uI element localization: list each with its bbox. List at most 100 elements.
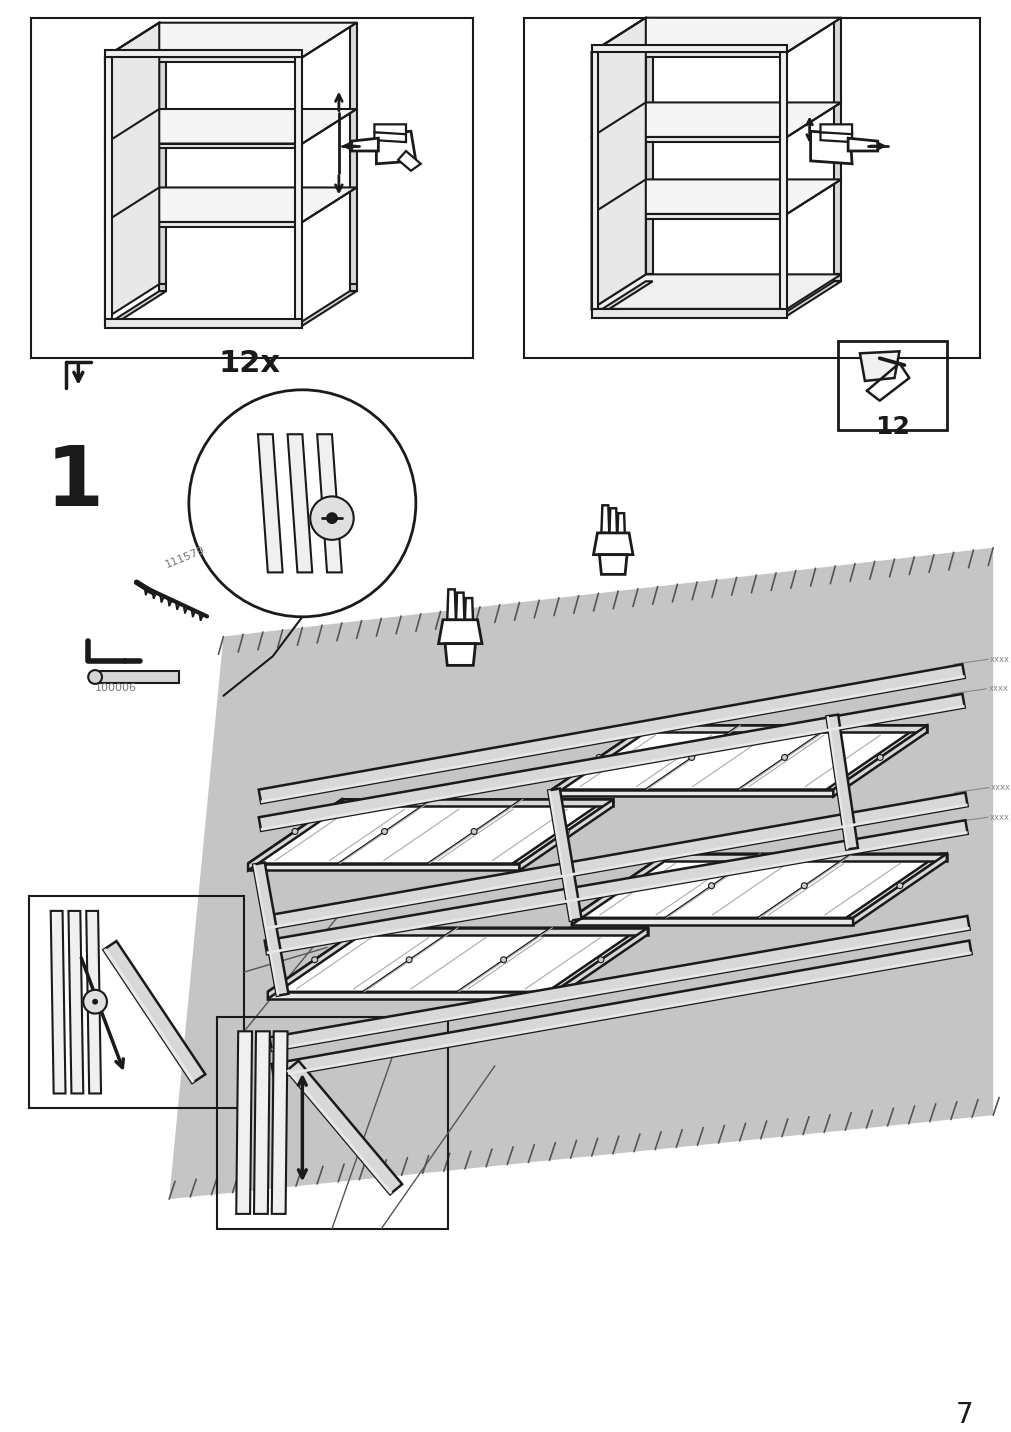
- Polygon shape: [592, 533, 632, 554]
- Polygon shape: [105, 23, 159, 319]
- Polygon shape: [248, 799, 342, 871]
- Polygon shape: [105, 57, 112, 325]
- Polygon shape: [826, 716, 847, 849]
- Polygon shape: [645, 17, 652, 275]
- Circle shape: [500, 957, 507, 962]
- Polygon shape: [105, 23, 356, 57]
- Circle shape: [471, 829, 476, 835]
- Polygon shape: [253, 862, 288, 995]
- Polygon shape: [105, 319, 302, 328]
- Circle shape: [292, 829, 297, 835]
- Bar: [29, 896, 244, 1108]
- Polygon shape: [272, 1031, 287, 1214]
- Text: xxxx: xxxx: [990, 783, 1010, 792]
- Polygon shape: [464, 599, 473, 629]
- Polygon shape: [820, 125, 851, 135]
- Polygon shape: [609, 508, 617, 538]
- Polygon shape: [350, 23, 356, 284]
- Text: xxxx: xxxx: [988, 684, 1007, 693]
- Circle shape: [615, 882, 621, 889]
- Polygon shape: [552, 726, 652, 789]
- Polygon shape: [261, 705, 963, 831]
- Polygon shape: [253, 863, 279, 995]
- Polygon shape: [445, 643, 475, 666]
- Polygon shape: [548, 790, 571, 921]
- Polygon shape: [591, 17, 840, 53]
- Polygon shape: [105, 50, 302, 57]
- Circle shape: [801, 882, 807, 889]
- Polygon shape: [826, 715, 857, 849]
- Polygon shape: [552, 789, 832, 796]
- Text: 12x: 12x: [218, 349, 280, 378]
- Polygon shape: [268, 992, 553, 998]
- Polygon shape: [236, 1031, 252, 1214]
- Polygon shape: [259, 695, 963, 831]
- Polygon shape: [105, 109, 356, 143]
- Circle shape: [311, 957, 317, 962]
- Polygon shape: [105, 291, 166, 325]
- Polygon shape: [376, 132, 416, 163]
- Polygon shape: [601, 505, 609, 533]
- Polygon shape: [268, 928, 368, 992]
- Polygon shape: [266, 803, 967, 929]
- Polygon shape: [397, 150, 421, 170]
- Polygon shape: [273, 951, 971, 1078]
- Text: 1: 1: [45, 442, 104, 523]
- Polygon shape: [553, 928, 647, 998]
- Bar: [216, 1017, 448, 1229]
- Circle shape: [310, 497, 353, 540]
- Polygon shape: [820, 132, 851, 142]
- Polygon shape: [645, 275, 652, 281]
- Polygon shape: [547, 928, 647, 992]
- Polygon shape: [591, 17, 645, 309]
- Polygon shape: [159, 284, 166, 291]
- Polygon shape: [95, 672, 179, 683]
- Polygon shape: [374, 132, 405, 142]
- Polygon shape: [265, 792, 967, 929]
- Polygon shape: [105, 57, 302, 62]
- Polygon shape: [438, 620, 481, 643]
- Polygon shape: [591, 137, 787, 142]
- Polygon shape: [845, 853, 946, 918]
- Circle shape: [563, 829, 569, 835]
- Bar: [524, 17, 980, 358]
- Polygon shape: [269, 916, 969, 1051]
- Polygon shape: [456, 593, 464, 626]
- Polygon shape: [103, 941, 205, 1083]
- Circle shape: [688, 755, 694, 760]
- Polygon shape: [591, 53, 787, 57]
- Polygon shape: [254, 1031, 270, 1214]
- Polygon shape: [847, 137, 877, 150]
- Polygon shape: [591, 46, 787, 53]
- Text: 12: 12: [875, 415, 909, 440]
- Polygon shape: [779, 281, 840, 316]
- Circle shape: [877, 755, 883, 760]
- Polygon shape: [374, 125, 405, 135]
- Polygon shape: [361, 928, 647, 935]
- Polygon shape: [591, 179, 840, 213]
- Bar: [837, 341, 946, 430]
- Circle shape: [189, 390, 416, 617]
- Polygon shape: [833, 275, 840, 281]
- Polygon shape: [266, 831, 967, 954]
- Polygon shape: [617, 513, 625, 541]
- Text: xxxx: xxxx: [989, 812, 1009, 822]
- Circle shape: [381, 829, 387, 835]
- Polygon shape: [258, 434, 282, 573]
- Polygon shape: [591, 275, 840, 309]
- Polygon shape: [779, 53, 787, 316]
- Polygon shape: [105, 222, 302, 226]
- Circle shape: [708, 882, 714, 889]
- Text: 100006: 100006: [95, 683, 136, 693]
- Polygon shape: [591, 213, 787, 219]
- Circle shape: [92, 998, 98, 1005]
- Circle shape: [595, 755, 602, 760]
- Circle shape: [405, 957, 411, 962]
- Polygon shape: [259, 664, 963, 803]
- Text: 7: 7: [954, 1402, 973, 1429]
- Circle shape: [83, 990, 107, 1014]
- Polygon shape: [103, 948, 194, 1083]
- Polygon shape: [316, 434, 342, 573]
- Polygon shape: [552, 726, 645, 796]
- Polygon shape: [51, 911, 66, 1094]
